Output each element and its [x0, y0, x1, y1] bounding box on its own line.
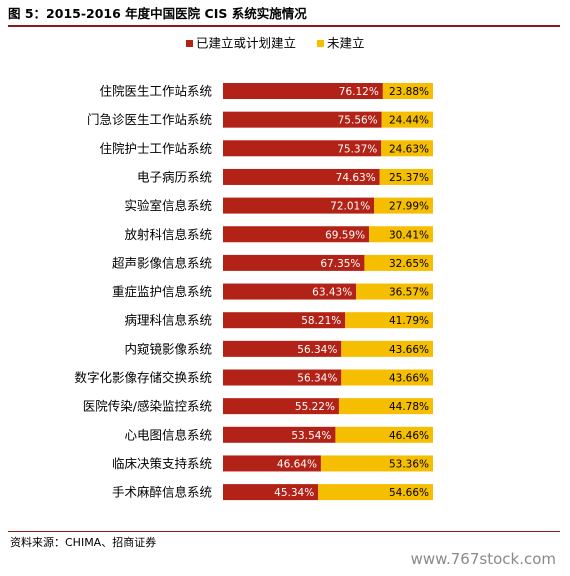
- category-label: 实验室信息系统: [124, 198, 212, 213]
- data-label-not-built: 24.63%: [389, 143, 429, 155]
- data-label-not-built: 32.65%: [389, 258, 429, 270]
- watermark: www.767stock.com: [410, 550, 556, 568]
- category-label: 数字化影像存储交换系统: [74, 370, 212, 385]
- data-label-not-built: 43.66%: [389, 344, 429, 356]
- bar-not-built: [341, 340, 433, 357]
- data-label-built: 63.43%: [312, 287, 352, 299]
- bar-built: [223, 254, 365, 271]
- legend-label-2: 未建立: [327, 36, 365, 51]
- legend-swatch-1: [186, 40, 193, 47]
- category-label: 住院护士工作站系统: [99, 141, 212, 156]
- legend-label-1: 已建立或计划建立: [196, 36, 296, 51]
- data-label-built: 53.54%: [291, 430, 331, 442]
- data-label-not-built: 23.88%: [389, 86, 429, 98]
- data-label-built: 72.01%: [330, 201, 370, 213]
- category-label: 住院医生工作站系统: [99, 84, 212, 99]
- bar-built: [223, 426, 336, 443]
- bar-built: [223, 168, 380, 185]
- bar-built: [223, 283, 357, 300]
- bar-built: [223, 83, 383, 99]
- data-label-built: 58.21%: [301, 315, 341, 327]
- bar-built: [223, 140, 382, 157]
- bar-built: [223, 398, 339, 415]
- bar-not-built: [356, 283, 433, 300]
- bar-built: [223, 197, 375, 214]
- data-label-not-built: 43.66%: [389, 373, 429, 385]
- source-note: 资料来源：CHIMA、招商证券: [10, 536, 157, 549]
- data-label-built: 46.64%: [277, 458, 317, 470]
- data-label-built: 76.12%: [339, 86, 379, 98]
- bar-not-built: [335, 426, 433, 443]
- bar-built: [223, 312, 346, 329]
- data-label-not-built: 27.99%: [389, 201, 429, 213]
- data-label-not-built: 41.79%: [389, 315, 429, 327]
- bar-not-built: [345, 312, 433, 329]
- bar-not-built: [374, 197, 433, 214]
- category-label: 电子病历系统: [137, 169, 212, 184]
- category-label: 重症监护信息系统: [112, 284, 212, 299]
- data-label-not-built: 25.37%: [389, 172, 429, 184]
- bar-built: [223, 340, 342, 357]
- bar-built: [223, 369, 342, 386]
- data-label-built: 56.34%: [297, 344, 337, 356]
- bar-built: [223, 484, 319, 501]
- data-label-built: 55.22%: [295, 401, 335, 413]
- chart-legend: 已建立或计划建立 未建立: [186, 36, 365, 51]
- data-label-built: 69.59%: [325, 229, 365, 241]
- bar-not-built: [369, 226, 433, 243]
- data-label-not-built: 24.44%: [389, 115, 429, 127]
- legend-swatch-2: [317, 40, 324, 47]
- data-label-not-built: 36.57%: [389, 287, 429, 299]
- bar-not-built: [318, 484, 433, 501]
- category-label: 手术麻醉信息系统: [112, 485, 212, 500]
- category-label: 临床决策支持系统: [112, 456, 212, 471]
- data-label-built: 45.34%: [274, 487, 314, 499]
- bar-not-built: [381, 140, 433, 157]
- bar-built: [223, 226, 370, 243]
- category-label: 内窥镜影像系统: [124, 341, 212, 356]
- stacked-bar-chart: 已建立或计划建立 未建立 住院医生工作站系统 76.12% 23.88% 门急诊医生工作…: [74, 36, 433, 501]
- category-label: 心电图信息系统: [124, 427, 212, 442]
- data-label-built: 67.35%: [320, 258, 360, 270]
- bar-not-built: [341, 369, 433, 386]
- bar-not-built: [379, 168, 433, 185]
- footer-rule: [8, 531, 560, 532]
- data-label-not-built: 46.46%: [389, 430, 429, 442]
- data-label-not-built: 30.41%: [389, 229, 429, 241]
- chart-bars: 住院医生工作站系统 76.12% 23.88% 门急诊医生工作站系统 75.56% 24.…: [74, 83, 433, 501]
- title-rule: [8, 25, 560, 27]
- bar-not-built: [320, 455, 433, 472]
- bar-not-built: [338, 398, 433, 415]
- data-label-built: 74.63%: [336, 172, 376, 184]
- bar-built: [223, 111, 382, 128]
- figure-title: 图 5：2015-2016 年度中国医院 CIS 系统实施情况: [8, 6, 307, 21]
- bar-not-built: [381, 111, 433, 128]
- bar-not-built: [382, 83, 433, 99]
- category-label: 病理科信息系统: [124, 313, 212, 328]
- bar-built: [223, 455, 321, 472]
- data-label-not-built: 53.36%: [389, 458, 429, 470]
- category-label: 医院传染/感染监控系统: [83, 399, 212, 414]
- data-label-not-built: 54.66%: [389, 487, 429, 499]
- bar-not-built: [364, 254, 433, 271]
- data-label-built: 56.34%: [297, 373, 337, 385]
- category-label: 门急诊医生工作站系统: [87, 112, 212, 127]
- category-label: 放射科信息系统: [124, 227, 212, 242]
- category-label: 超声影像信息系统: [112, 255, 212, 270]
- data-label-built: 75.37%: [337, 143, 377, 155]
- data-label-built: 75.56%: [338, 115, 378, 127]
- data-label-not-built: 44.78%: [389, 401, 429, 413]
